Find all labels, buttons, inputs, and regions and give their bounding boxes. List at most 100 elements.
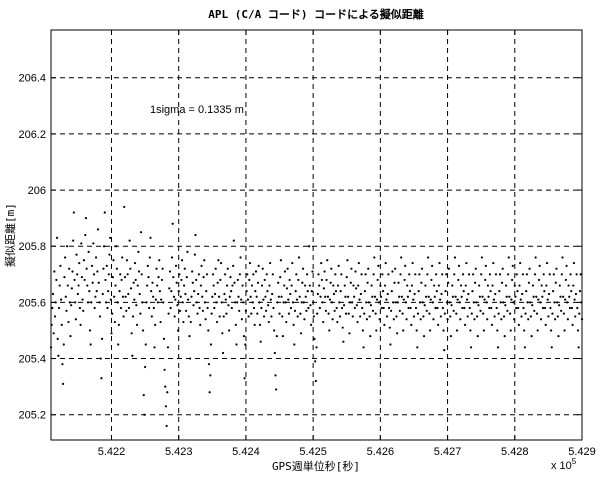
data-point [466,315,469,318]
data-point [289,306,293,310]
data-point [317,273,320,276]
data-point [480,273,483,276]
data-point [112,259,115,262]
data-point [244,309,248,312]
data-point [555,267,558,270]
data-point [237,295,240,298]
data-point [362,346,365,349]
data-point [228,295,231,298]
data-point [152,295,155,298]
data-point [529,315,533,318]
data-point [146,284,149,287]
data-point [344,312,348,315]
data-point [430,278,433,282]
data-point [98,301,101,304]
y-tick-label: 205.2 [18,410,46,422]
data-point [472,301,475,304]
y-tick-label: 206.2 [18,129,46,141]
data-point [571,323,574,326]
data-point [336,284,340,287]
data-point [540,284,543,287]
data-point [416,312,420,315]
data-point [458,301,461,304]
data-point [351,315,354,318]
data-point [265,273,268,276]
data-point [244,343,247,346]
data-point [173,315,176,318]
data-point [502,301,505,304]
data-point [148,306,151,310]
data-point [155,267,158,270]
y-tick-label: 205.6 [18,297,46,309]
data-point [254,270,258,273]
data-point [222,315,225,318]
data-point [395,315,398,318]
data-point [484,264,487,267]
data-point [502,315,506,318]
data-point [473,318,476,321]
data-point [216,281,219,284]
data-point [321,301,324,304]
data-point [163,368,166,371]
data-point [185,276,188,279]
data-point [408,290,412,293]
data-point [215,301,218,304]
data-point [396,301,399,304]
data-point [53,315,57,318]
data-point [293,309,297,312]
data-point [211,295,214,298]
data-point [209,374,212,377]
data-point [226,267,229,270]
data-point [70,304,73,307]
data-point [189,320,192,324]
data-point [507,256,510,259]
data-point [364,273,367,276]
data-point [88,290,91,293]
data-point [369,335,372,338]
data-point [505,295,508,298]
data-point [414,273,417,276]
data-point [303,318,306,321]
x-tick-label: 5.428 [501,446,529,458]
chart-title: APL (C/A コード) コードによる擬似距離 [208,7,424,21]
data-point [421,301,424,304]
data-point [396,332,399,335]
data-point [306,290,309,293]
data-point [459,318,462,321]
data-point [345,276,348,279]
data-point [459,284,463,287]
data-point [407,306,410,310]
data-point [351,301,354,304]
data-point [149,236,152,239]
data-point [499,301,502,304]
data-point [576,329,580,332]
data-point [297,256,301,259]
data-point [110,332,113,335]
data-point [367,267,370,270]
data-point [51,292,55,296]
data-point [371,309,375,312]
data-point [568,306,572,310]
data-point [409,306,412,310]
data-point [539,301,542,304]
data-point [94,256,98,259]
data-point [107,273,110,276]
data-point [122,315,125,318]
data-point [465,298,469,301]
data-point [250,312,253,315]
data-point [83,278,86,282]
data-point [385,315,389,318]
data-point [113,320,116,324]
data-point [75,253,78,256]
data-point [106,306,109,310]
data-point [365,301,368,304]
data-point [204,318,207,321]
data-point [277,295,280,298]
data-point [115,245,118,248]
data-point [53,270,56,273]
data-point [513,284,516,287]
data-point [224,298,227,301]
data-point [57,306,61,310]
data-point [248,261,252,265]
